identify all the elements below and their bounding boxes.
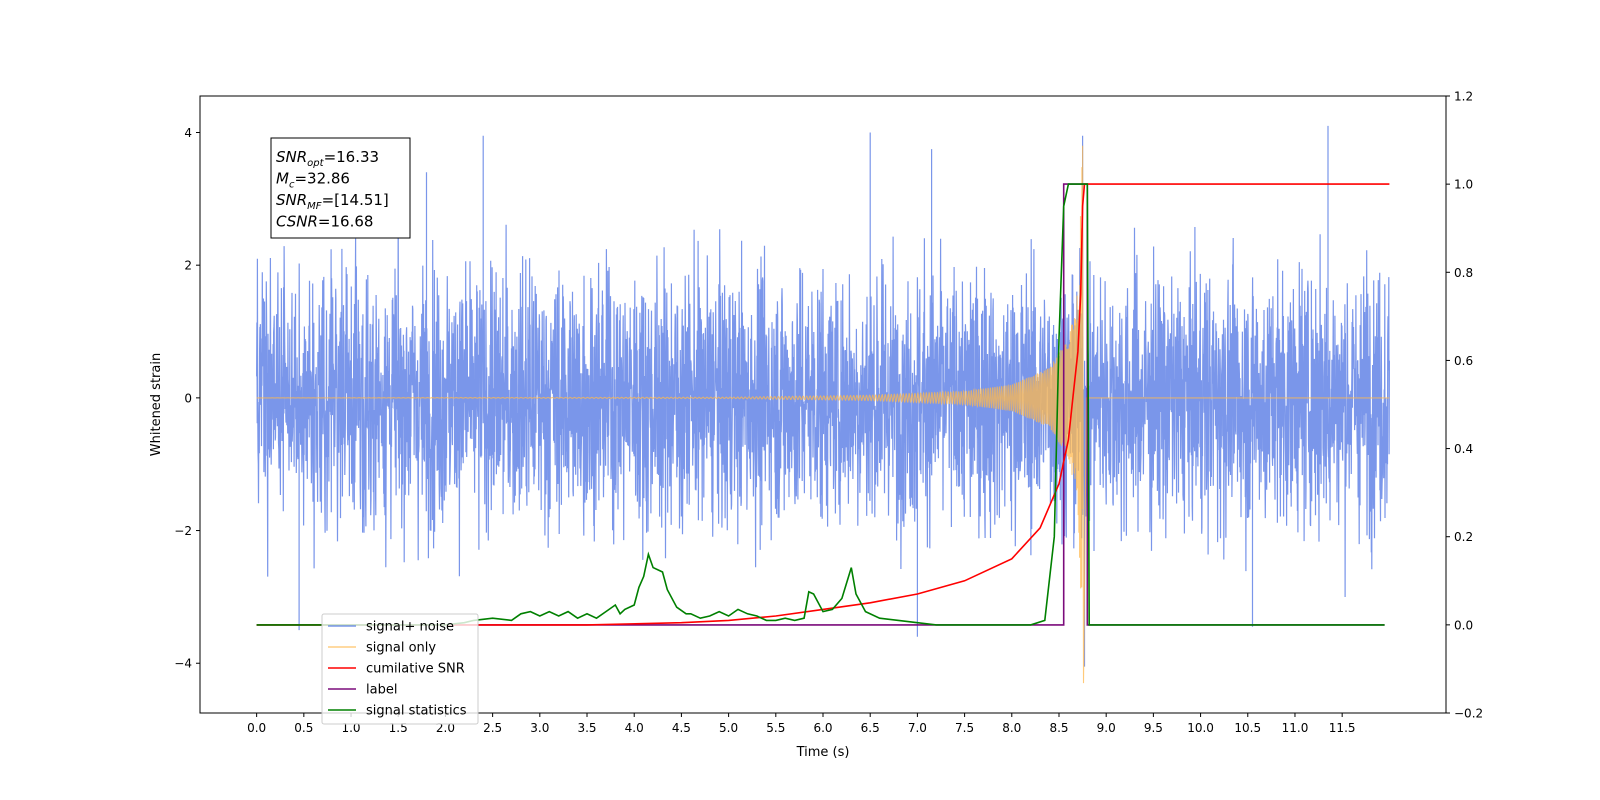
x-tick-label: 0.5 <box>294 721 313 735</box>
y-tick-label: −4 <box>174 657 192 671</box>
x-tick-label: 5.5 <box>766 721 785 735</box>
annotation-line: SNRMF=[14.51] <box>276 191 389 212</box>
y2-tick-label: 0.2 <box>1454 530 1473 544</box>
annotation-symbol: CSNR <box>276 213 318 231</box>
y-tick-label: 4 <box>184 126 192 140</box>
legend-frame <box>321 613 479 725</box>
x-tick-label: 8.5 <box>1049 721 1068 735</box>
y-tick-label: 2 <box>184 259 192 273</box>
x-tick-label: 10.0 <box>1187 721 1214 735</box>
series-signal-only <box>256 145 1390 684</box>
annotation-value: =16.68 <box>318 213 374 231</box>
annotation-line: Mc=32.86 <box>276 170 350 191</box>
y-axis-label: Whitened strain <box>149 353 164 456</box>
x-tick-label: 9.5 <box>1144 721 1163 735</box>
annotation-box: SNRopt=16.33Mc=32.86SNRMF=[14.51]CSNR=16… <box>270 137 411 239</box>
annotation-line: CSNR=16.68 <box>276 213 373 231</box>
y2-tick-label: 0.8 <box>1454 266 1473 280</box>
annotation-subscript: opt <box>307 158 324 169</box>
x-tick-label: 5.0 <box>719 721 738 735</box>
x-tick-label: 4.5 <box>672 721 691 735</box>
x-tick-label: 3.5 <box>577 721 596 735</box>
y2-tick-label: 1.2 <box>1454 90 1473 104</box>
x-tick-label: 7.5 <box>955 721 974 735</box>
legend-entry: signal+ noise <box>366 620 454 635</box>
y2-tick-label: 0.0 <box>1454 618 1473 632</box>
annotation-symbol: SNR <box>276 191 307 209</box>
x-tick-label: 3.0 <box>530 721 549 735</box>
x-tick-label: 6.0 <box>813 721 832 735</box>
x-tick-label: 11.0 <box>1282 721 1309 735</box>
y-tick-label: −2 <box>174 524 192 538</box>
series-layer <box>256 125 1390 684</box>
annotation-value: =32.86 <box>294 170 350 188</box>
y2-tick-label: 0.4 <box>1454 442 1473 456</box>
x-tick-label: 10.5 <box>1234 721 1261 735</box>
legend-entry: signal only <box>366 641 436 656</box>
x-tick-label: 9.0 <box>1097 721 1116 735</box>
annotation-subscript: c <box>289 180 295 191</box>
x-tick-label: 4.0 <box>625 721 644 735</box>
legend-entry: label <box>366 683 397 698</box>
series-cumilative-snr <box>256 183 1390 626</box>
legend-entry: cumilative SNR <box>366 662 465 677</box>
x-tick-label: 0.0 <box>247 721 266 735</box>
series-signal-statistics <box>256 183 1385 626</box>
y2-tick-label: 1.0 <box>1454 178 1473 192</box>
y-tick-label: 0 <box>184 391 192 405</box>
x-tick-label: 6.5 <box>861 721 880 735</box>
legend: signal+ noise signal only cumilative SNR la… <box>321 613 479 725</box>
y2-ticks: 1.2 1.0 0.8 0.6 0.4 0.2 0.0 −0.2 <box>1446 90 1483 721</box>
legend-entry: signal statistics <box>366 704 467 719</box>
x-tick-label: 11.5 <box>1329 721 1356 735</box>
x-tick-label: 2.5 <box>483 721 502 735</box>
annotation-line: SNRopt=16.33 <box>276 148 379 169</box>
annotation-frame <box>270 137 411 239</box>
x-ticks: 0.0 0.5 1.0 1.5 2.0 2.5 3.0 3.5 4.0 4.5 5.0 5.5 6.0 6… <box>247 713 1356 735</box>
annotation-symbol: SNR <box>276 148 307 166</box>
x-axis-label: Time (s) <box>796 745 850 760</box>
annotation-subscript: MF <box>307 201 322 212</box>
x-tick-label: 7.0 <box>908 721 927 735</box>
y-ticks: 4 2 0 −2 −4 <box>174 126 200 671</box>
annotation-value: =[14.51] <box>322 191 389 209</box>
annotation-symbol: M <box>276 170 289 188</box>
y2-tick-label: −0.2 <box>1454 707 1483 721</box>
x-tick-label: 8.0 <box>1002 721 1021 735</box>
y2-tick-label: 0.6 <box>1454 354 1473 368</box>
annotation-value: =16.33 <box>324 148 380 166</box>
